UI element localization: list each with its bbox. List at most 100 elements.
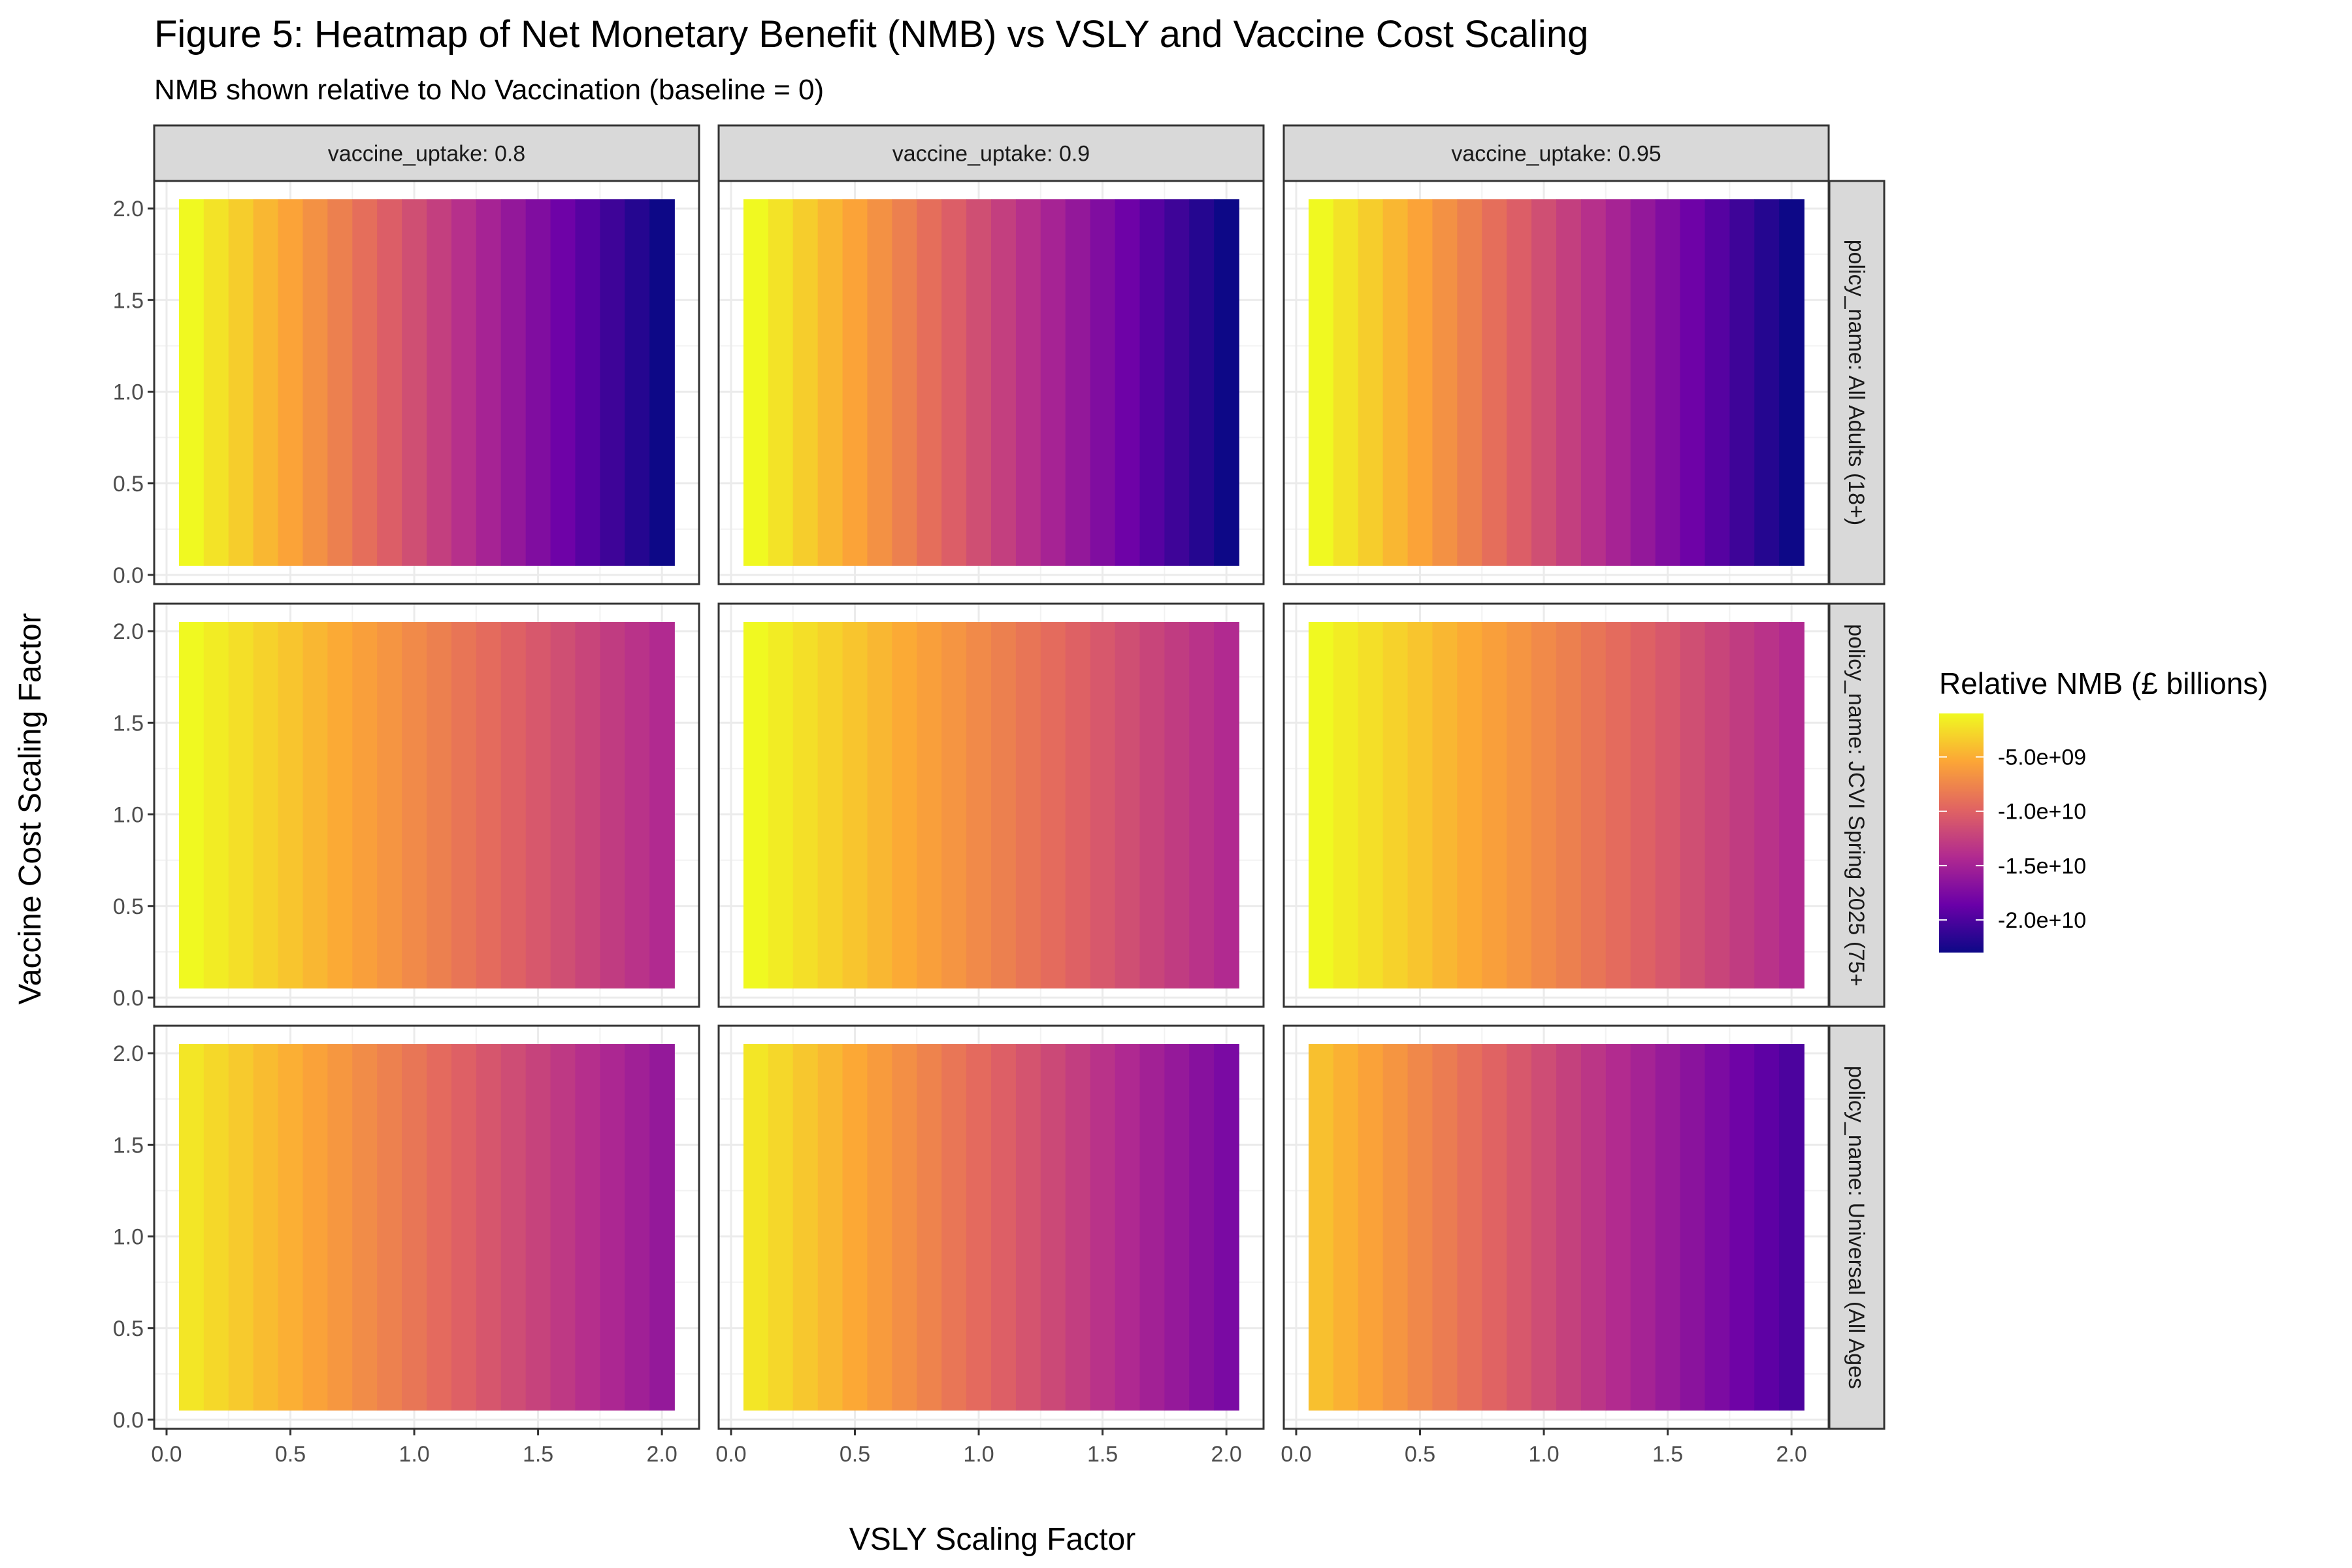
heatmap-tile (743, 622, 769, 988)
heatmap-tile (178, 1044, 204, 1411)
heatmap-tile (941, 199, 967, 566)
heatmap-tile (768, 199, 794, 566)
heatmap-tile (1779, 1044, 1805, 1411)
heatmap-tile (228, 1044, 254, 1411)
heatmap-tile (1630, 199, 1656, 566)
heatmap-tile (1308, 199, 1334, 566)
x-axis-title: VSLY Scaling Factor (849, 1522, 1135, 1557)
heatmap-tile (892, 199, 918, 566)
heatmap-tile (278, 199, 304, 566)
heatmap-tile (1680, 199, 1706, 566)
facet-panel: 0.0 0.5 1.0 1.5 2.0 (113, 180, 700, 588)
heatmap-tile (1040, 1044, 1066, 1411)
heatmap-tile (1655, 1044, 1681, 1411)
heatmap-tile (941, 1044, 967, 1411)
heatmap-tile (966, 199, 992, 566)
heatmap-tile (377, 622, 402, 988)
heatmap-tile (1556, 199, 1582, 566)
heatmap-tile (1164, 622, 1190, 988)
heatmap-tile (1580, 199, 1607, 566)
heatmap-tile (1729, 622, 1756, 988)
heatmap-tile (1090, 1044, 1116, 1411)
heatmap-tile (867, 1044, 893, 1411)
heatmap-tile (451, 1044, 477, 1411)
heatmap-tile (402, 1044, 427, 1411)
heatmap-tile (1115, 622, 1141, 988)
heatmap-tile (1358, 199, 1384, 566)
panel-border (717, 1024, 1265, 1430)
heatmap-tile (625, 199, 650, 566)
x-tick-label: 0.5 (275, 1442, 306, 1467)
heatmap-tile (1139, 199, 1166, 566)
heatmap-tile (1580, 1044, 1607, 1411)
heatmap-tile (991, 1044, 1017, 1411)
heatmap-tile (1115, 199, 1141, 566)
heatmap-tile (203, 199, 229, 566)
heatmap-tile (966, 622, 992, 988)
x-tick-label: 1.0 (1528, 1442, 1559, 1467)
heatmap-tile (1680, 622, 1706, 988)
heatmap-tile (1308, 622, 1334, 988)
heatmap-tile (1630, 622, 1656, 988)
heatmap-tile (649, 1044, 675, 1411)
y-tick-label: 1.5 (113, 288, 144, 313)
heatmap-tile (792, 622, 819, 988)
heatmap-tile (253, 622, 279, 988)
heatmap-tile (625, 1044, 650, 1411)
heatmap-tile (253, 199, 279, 566)
facet-panel (1282, 602, 1830, 1008)
heatmap-tile (1407, 199, 1433, 566)
heatmap-tile (1090, 199, 1116, 566)
chart-subtitle: NMB shown relative to No Vaccination (ba… (154, 74, 824, 106)
heatmap-tile (966, 1044, 992, 1411)
heatmap-tile (1382, 622, 1409, 988)
heatmap-tile (991, 199, 1017, 566)
y-axis-title: Vaccine Cost Scaling Factor (13, 613, 48, 1004)
y-tick-label: 0.5 (113, 1316, 144, 1341)
heatmap-tile (1432, 199, 1458, 566)
heatmap-tile (1482, 199, 1507, 566)
heatmap-tile (1040, 199, 1066, 566)
heatmap-tile (917, 622, 942, 988)
heatmap-tile (1189, 199, 1215, 566)
heatmap-tile (1705, 622, 1731, 988)
heatmap-tile (892, 1044, 918, 1411)
heatmap-tile (228, 622, 254, 988)
heatmap-tile (575, 199, 601, 566)
heatmap-tile (550, 199, 576, 566)
column-strip: vaccine_uptake: 0.9 (717, 124, 1265, 182)
heatmap-tile (1015, 199, 1041, 566)
heatmap-tile (1754, 199, 1780, 566)
heatmap-tile (1705, 1044, 1731, 1411)
heatmap-tile (500, 199, 527, 566)
heatmap-tile (1382, 199, 1409, 566)
heatmap-tile (1754, 1044, 1780, 1411)
chart-title: Figure 5: Heatmap of Net Monetary Benefi… (154, 13, 1588, 56)
column-strip-label: vaccine_uptake: 0.8 (328, 142, 525, 167)
heatmap-tile (817, 622, 843, 988)
heatmap-tile (1214, 199, 1239, 566)
heatmap-tile (892, 622, 918, 988)
heatmap-tile (1432, 1044, 1458, 1411)
heatmap-tile (302, 622, 329, 988)
heatmap-tile (1531, 1044, 1557, 1411)
x-tick-label: 2.0 (647, 1442, 678, 1467)
y-tick-label: 0.5 (113, 472, 144, 497)
panel-border (153, 602, 700, 1008)
heatmap-tile (1015, 1044, 1041, 1411)
heatmap-tile (867, 199, 893, 566)
heatmap-tile (1090, 622, 1116, 988)
heatmap-tile (625, 622, 650, 988)
y-tick-label: 2.0 (113, 197, 144, 221)
y-tick-label: 1.0 (113, 803, 144, 828)
heatmap-tile (1040, 622, 1066, 988)
heatmap-tile (1358, 622, 1384, 988)
heatmap-tile (600, 1044, 626, 1411)
heatmap-tile (1457, 199, 1483, 566)
x-tick-label: 0.5 (840, 1442, 870, 1467)
heatmap-tile (1556, 1044, 1582, 1411)
heatmap-tile (917, 199, 942, 566)
heatmap-tile (1705, 199, 1731, 566)
heatmap-tile (1065, 1044, 1091, 1411)
